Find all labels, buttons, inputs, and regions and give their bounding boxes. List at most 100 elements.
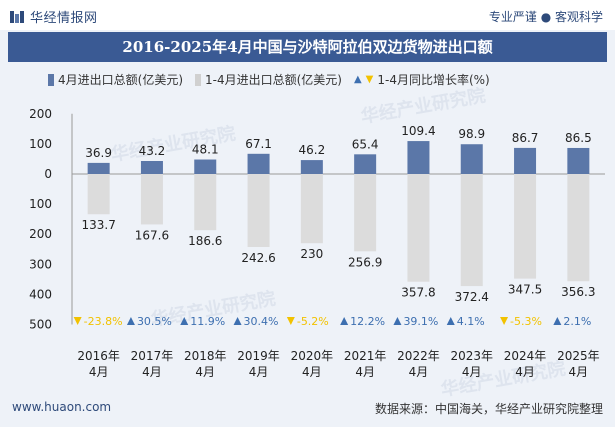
x-tick-label: 4月 (195, 365, 215, 379)
bar-chart: 200 100 0 100 200 300 400 500 36.9 133.7 -23.8% 201… (29, 107, 605, 379)
x-tick-label: 2016年 (77, 349, 120, 363)
cumulative-value-label: 357.8 (401, 286, 435, 300)
y-tick-label: 300 (29, 257, 52, 271)
april-bar (140, 160, 163, 174)
x-tick-label: 4月 (142, 365, 162, 379)
footer-url[interactable]: www.huaon.com (12, 400, 112, 414)
growth-up-marker (340, 317, 349, 325)
growth-up-marker (446, 317, 455, 325)
growth-up-marker (553, 317, 562, 325)
growth-up-marker (233, 317, 242, 325)
cumulative-bar (460, 174, 483, 287)
cumulative-value-label: 256.9 (348, 255, 382, 269)
cumulative-value-label: 347.5 (508, 283, 542, 297)
growth-value-label: -5.2% (297, 315, 329, 328)
chart-title: 2016-2025年4月中国与沙特阿拉伯双边货物进出口额 (8, 32, 607, 62)
x-tick-label: 2018年 (184, 349, 227, 363)
y-tick-label: 200 (29, 107, 52, 121)
cumulative-bar (140, 174, 163, 225)
triangle-down-icon: ▼ (365, 74, 374, 85)
legend-item-cumulative: 1-4月进出口总额(亿美元) (195, 71, 342, 88)
growth-value-label: 39.1% (403, 315, 438, 328)
april-bar (194, 159, 217, 174)
legend-label-april: 4月进出口总额(亿美元) (58, 73, 183, 87)
y-tick-label: 400 (29, 287, 52, 301)
cumulative-bar (514, 174, 537, 279)
x-tick-label: 4月 (89, 365, 109, 379)
growth-value-label: 11.9% (190, 315, 225, 328)
x-tick-label: 4月 (355, 365, 375, 379)
april-bar (567, 147, 590, 174)
growth-down-marker (500, 317, 509, 325)
april-bar (300, 160, 323, 174)
x-tick-label: 4月 (409, 365, 429, 379)
april-bar (247, 153, 270, 174)
cumulative-value-label: 186.6 (188, 234, 222, 248)
growth-value-label: 12.2% (350, 315, 385, 328)
growth-value-label: 30.5% (137, 315, 172, 328)
tagline: 专业严谨 ● 客观科学 (488, 10, 603, 24)
cumulative-value-label: 133.7 (81, 218, 115, 232)
x-tick-label: 4月 (462, 365, 482, 379)
april-value-label: 86.5 (565, 131, 592, 145)
april-value-label: 86.7 (512, 131, 539, 145)
legend-label-growth: 1-4月同比增长率(%) (377, 73, 490, 87)
x-tick-label: 2020年 (291, 349, 334, 363)
x-tick-label: 2023年 (450, 349, 493, 363)
growth-up-marker (180, 317, 189, 325)
cumulative-bar (194, 174, 217, 231)
growth-value-label: 4.1% (457, 315, 485, 328)
y-tick-label: 100 (29, 197, 52, 211)
x-tick-label: 2017年 (131, 349, 174, 363)
april-bar (514, 147, 537, 174)
april-bar (354, 154, 377, 174)
april-bar (460, 144, 483, 174)
cumulative-value-label: 230 (300, 247, 323, 261)
footer-source: 数据来源：中国海关，华经产业研究院整理 (374, 402, 603, 416)
cumulative-value-label: 356.3 (561, 285, 595, 299)
x-tick-label: 4月 (302, 365, 322, 379)
april-value-label: 36.9 (85, 146, 112, 160)
x-tick-label: 4月 (569, 365, 589, 379)
april-value-label: 46.2 (298, 143, 325, 157)
cumulative-value-label: 372.4 (455, 290, 489, 304)
cumulative-value-label: 242.6 (241, 251, 275, 265)
growth-value-label: 30.4% (244, 315, 279, 328)
growth-down-marker (286, 317, 295, 325)
x-tick-label: 2019年 (237, 349, 280, 363)
chart-legend: 4月进出口总额(亿美元) 1-4月进出口总额(亿美元) ▲ ▼ 1-4月同比增长… (48, 71, 490, 88)
top-bar: 华经情报网 专业严谨 ● 客观科学 (0, 0, 615, 30)
legend-swatch-cumulative (195, 73, 201, 86)
legend-swatch-april (48, 73, 54, 86)
april-value-label: 98.9 (458, 127, 485, 141)
growth-value-label: -5.3% (510, 315, 542, 328)
logo[interactable]: 华经情报网 (10, 7, 98, 26)
april-value-label: 67.1 (245, 137, 272, 151)
legend-label-cumulative: 1-4月进出口总额(亿美元) (205, 73, 342, 87)
cumulative-bar (354, 174, 377, 252)
april-value-label: 48.1 (192, 143, 219, 157)
growth-value-label: 2.1% (563, 315, 591, 328)
logo-text: 华经情报网 (30, 11, 98, 26)
y-tick-label: 500 (29, 318, 52, 332)
legend-item-april: 4月进出口总额(亿美元) (48, 71, 183, 88)
april-value-label: 43.2 (139, 144, 166, 158)
x-tick-label: 4月 (515, 365, 535, 379)
triangle-up-icon: ▲ (353, 74, 362, 85)
cumulative-bar (87, 174, 110, 215)
x-tick-label: 2021年 (344, 349, 387, 363)
april-value-label: 109.4 (401, 124, 435, 138)
cumulative-bar (407, 174, 430, 282)
april-bar (87, 162, 110, 174)
growth-up-marker (393, 317, 402, 325)
april-value-label: 65.4 (352, 137, 379, 151)
cumulative-bar (567, 174, 590, 282)
growth-up-marker (126, 317, 135, 325)
cumulative-value-label: 167.6 (135, 228, 169, 242)
x-tick-label: 2024年 (504, 349, 547, 363)
y-tick-label: 200 (29, 227, 52, 241)
x-tick-label: 4月 (249, 365, 269, 379)
x-tick-label: 2022年 (397, 349, 440, 363)
huajing-logo-icon (10, 10, 24, 23)
april-bar (407, 141, 430, 174)
